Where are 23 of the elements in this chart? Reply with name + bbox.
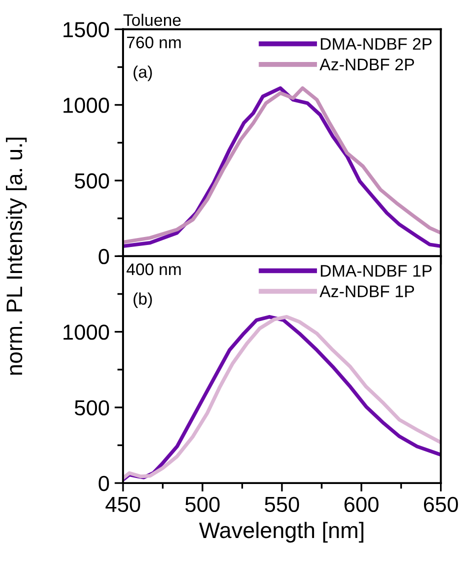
chart-title: Toluene [123,14,181,26]
y-tick-label: 500 [74,400,109,416]
legend-label: DMA-NDBF 2P [320,38,432,50]
annotation: (a) [134,66,152,82]
y-tick-label: 0 [98,476,109,492]
y-tick-label: 1000 [64,324,109,340]
legend-label: DMA-NDBF 1P [320,265,432,277]
x-tick-label: 450 [106,496,140,512]
legend-label: Az-NDBF 1P [320,286,414,298]
x-axis-title: Wavelength [nm] [199,522,364,543]
y-axis-title: norm. PL Intensity [a. u.] [6,138,27,375]
x-tick-label: 650 [424,496,458,512]
annotation: 760 nm [127,36,181,48]
annotation: 400 nm [126,263,181,276]
y-tick-label: 500 [74,173,109,189]
x-tick-label: 550 [264,496,300,512]
y-tick-label: 1000 [64,98,109,113]
x-tick-label: 500 [185,496,220,512]
annotation: (b) [134,292,152,308]
y-tick-label: 0 [98,248,109,264]
y-tick-label: 1500 [64,22,109,38]
legend-label: Az-NDBF 2P [320,58,414,70]
x-tick-label: 600 [344,496,378,512]
